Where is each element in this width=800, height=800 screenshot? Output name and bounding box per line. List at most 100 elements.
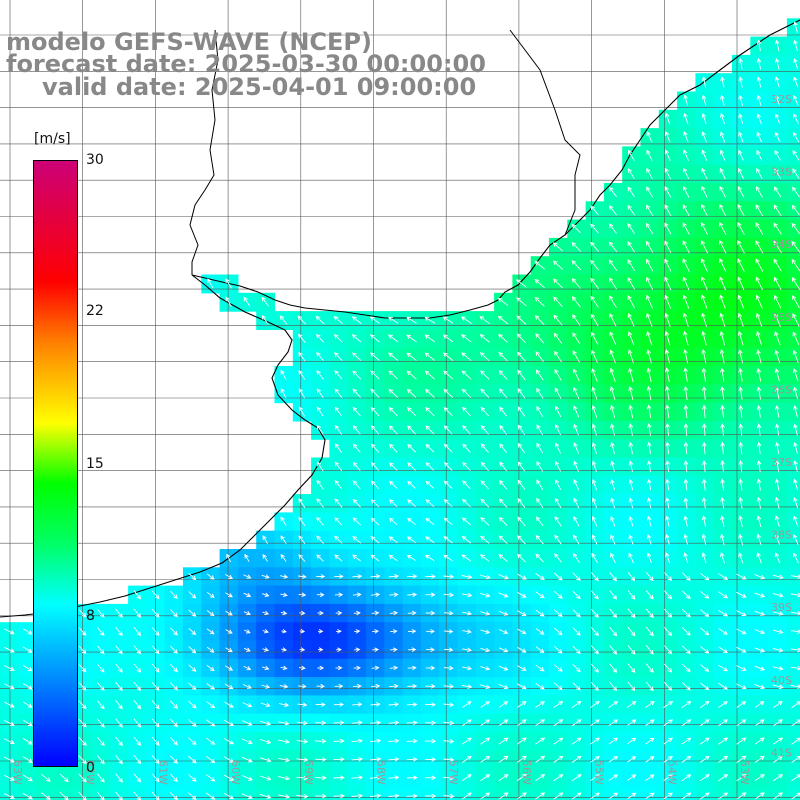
wind-arrow [115,681,123,692]
wind-arrow [793,441,798,454]
wind-arrow [370,683,381,689]
wind-arrow [720,76,725,88]
wind-arrow [718,701,728,708]
wind-arrow [517,665,527,671]
longitude-label: 62W [84,760,97,785]
wind-arrow [701,131,707,143]
wind-arrow [755,186,763,198]
wind-arrow [628,385,634,401]
wind-arrow [738,533,744,546]
wind-arrow [646,367,652,383]
wind-arrow [610,552,616,564]
wind-arrow [683,404,689,419]
wind-arrow [462,737,472,745]
wind-arrow [681,774,692,782]
wind-arrow [683,460,689,473]
wind-arrow [573,442,580,454]
wind-arrow [754,629,766,635]
wind-arrow [681,700,692,708]
wind-cell [786,128,800,147]
wind-arrow [462,480,471,490]
wind-arrow [720,441,725,455]
wind-cell [786,567,800,587]
wind-arrow [720,515,725,528]
wind-arrow [517,369,526,381]
wind-arrow [682,294,690,309]
wind-arrow [97,627,105,637]
wind-arrow [793,21,798,33]
wind-arrow [462,425,471,435]
wind-arrow [133,718,142,728]
wind-arrow [736,573,747,580]
wind-arrow [516,573,527,580]
wind-arrow [756,349,762,364]
wind-arrow [683,423,689,437]
wind-arrow [479,334,490,343]
wind-arrow [664,349,671,364]
wind-arrow [443,388,453,398]
wind-arrow [700,258,708,272]
wind-arrow [754,737,765,745]
wind-arrow [590,774,600,782]
wind-arrow [738,113,744,125]
wind-arrow [298,370,306,380]
longitude-label: 58W [375,760,388,785]
wind-arrow [664,312,671,328]
wind-arrow [443,425,453,435]
wind-arrow [591,405,598,418]
wind-arrow [756,386,762,400]
wind-cell [713,786,733,800]
wind-cell [786,786,800,800]
wind-arrow [133,608,142,618]
wind-arrow [22,701,33,708]
wind-arrow [535,609,545,617]
wind-arrow [389,499,398,508]
wind-arrow [536,442,544,454]
wind-arrow [756,460,762,473]
wind-arrow [646,331,653,346]
wind-arrow [462,443,471,453]
wind-arrow [700,682,710,691]
wind-arrow [316,574,326,579]
wind-arrow [223,738,235,745]
wind-arrow [206,737,216,745]
wind-arrow [772,684,784,689]
wind-arrow [645,792,655,800]
wind-arrow [756,113,762,124]
wind-arrow [169,737,179,746]
wind-arrow [553,682,563,691]
wind-arrow [278,775,291,781]
wind-arrow [646,497,652,509]
wind-arrow [699,755,710,763]
wind-arrow [664,222,672,235]
wind-cell [768,786,788,800]
wind-arrow [773,204,782,216]
wind-arrow [682,276,690,291]
wind-arrow [646,312,653,327]
wind-arrow [535,333,545,344]
wind-arrow [461,334,472,343]
wind-cell [786,109,800,129]
wind-arrow [646,515,652,527]
wind-arrow [278,794,291,799]
wind-arrow [351,334,362,343]
wind-arrow [681,719,692,727]
wind-arrow [701,423,707,437]
wind-arrow [78,791,87,800]
wind-arrow [756,441,762,455]
wind-arrow [424,775,437,781]
wind-arrow [225,574,233,579]
wind-arrow [664,131,671,143]
wind-arrow [333,775,345,780]
wind-arrow [133,590,142,600]
wind-arrow [424,720,437,726]
wind-arrow [775,39,780,52]
wind-arrow [443,536,453,544]
wind-arrow [480,611,491,616]
wind-arrow [497,315,509,325]
wind-arrow [370,425,380,435]
wind-arrow [573,515,580,527]
wind-arrow [774,294,782,309]
wind-arrow [241,756,253,763]
wind-arrow [333,702,345,707]
